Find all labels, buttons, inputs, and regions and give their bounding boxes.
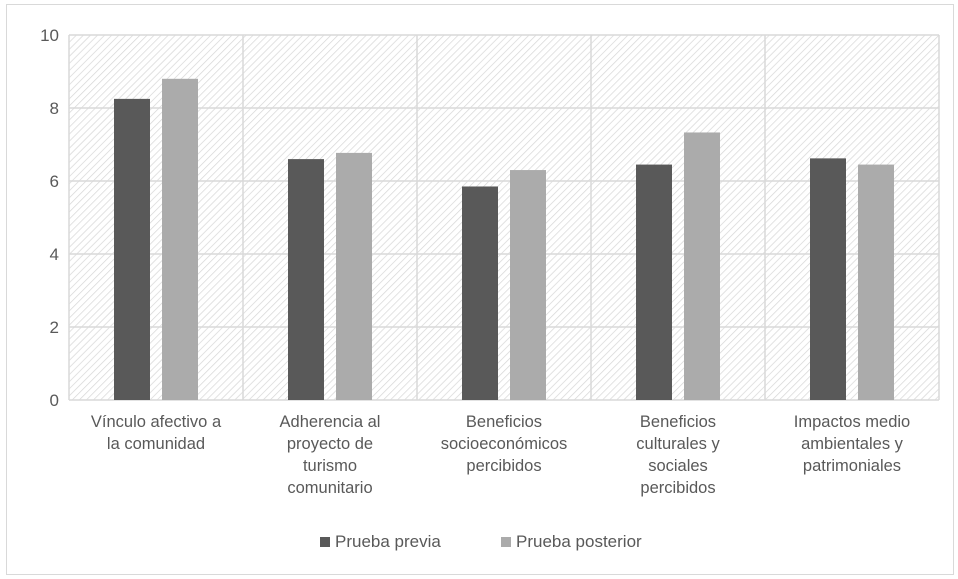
bar-prueba-previa [114, 98, 150, 400]
legend-label: Prueba previa [335, 532, 441, 551]
x-category-label-line: percibidos [640, 479, 715, 497]
bar-chart: 0 2 4 6 8 10 Vínculo afectivo a la comunidad Ad… [40, 26, 940, 551]
legend-swatch [320, 537, 330, 547]
x-category-label-line: patrimoniales [803, 457, 901, 475]
bar-prueba-previa [462, 186, 498, 400]
bar-prueba-posterior [858, 164, 894, 400]
bar-prueba-posterior [684, 132, 720, 400]
x-category-label-line: turismo [303, 457, 357, 475]
x-category-label: Beneficios socioeconómicos percibidos [441, 413, 568, 475]
x-category-label: Vínculo afectivo a la comunidad [91, 413, 222, 453]
x-category-label-line: Beneficios [466, 413, 542, 431]
y-tick-label: 8 [50, 99, 59, 118]
x-category-label-line: socioeconómicos [441, 435, 568, 453]
y-tick-label: 0 [50, 391, 59, 410]
y-tick-label: 4 [50, 245, 59, 264]
x-category-label-line: comunitario [287, 479, 372, 497]
legend-label: Prueba posterior [516, 532, 642, 551]
bar-prueba-previa [636, 164, 672, 400]
x-category-label-line: ambientales y [801, 435, 904, 453]
bar-prueba-previa [810, 158, 846, 400]
x-category-label-line: Impactos medio [794, 413, 910, 431]
bar-prueba-previa [288, 159, 324, 400]
plot-area-background [69, 35, 939, 400]
y-tick-label: 6 [50, 172, 59, 191]
bar-prueba-posterior [162, 78, 198, 401]
x-axis: Vínculo afectivo a la comunidad Adherencia… [91, 413, 910, 497]
x-category-label-line: percibidos [466, 457, 541, 475]
bar-prueba-posterior [510, 170, 546, 400]
x-category-label-line: Beneficios [640, 413, 716, 431]
x-category-label-line: Vínculo afectivo a [91, 413, 222, 431]
legend: Prueba previa Prueba posterior [320, 532, 642, 551]
x-category-label: Beneficios culturales y sociales percibidos [636, 413, 720, 497]
bar-prueba-posterior [336, 152, 372, 400]
chart-frame: 0 2 4 6 8 10 Vínculo afectivo a la comunidad Ad… [6, 4, 954, 575]
grid-layer [68, 34, 940, 401]
x-category-label-line: Adherencia al [280, 413, 381, 431]
x-category-label-line: sociales [648, 457, 708, 475]
x-category-label-line: la comunidad [107, 435, 205, 453]
x-category-label-line: proyecto de [287, 435, 373, 453]
x-category-label: Impactos medio ambientales y patrimoniales [794, 413, 910, 475]
y-tick-label: 10 [40, 26, 59, 45]
bar-layer [114, 78, 894, 401]
y-tick-label: 2 [50, 318, 59, 337]
legend-swatch [501, 537, 511, 547]
x-category-label: Adherencia al proyecto de turismo comunitar… [280, 413, 381, 497]
y-axis: 0 2 4 6 8 10 [40, 26, 59, 410]
x-category-label-line: culturales y [636, 435, 720, 453]
